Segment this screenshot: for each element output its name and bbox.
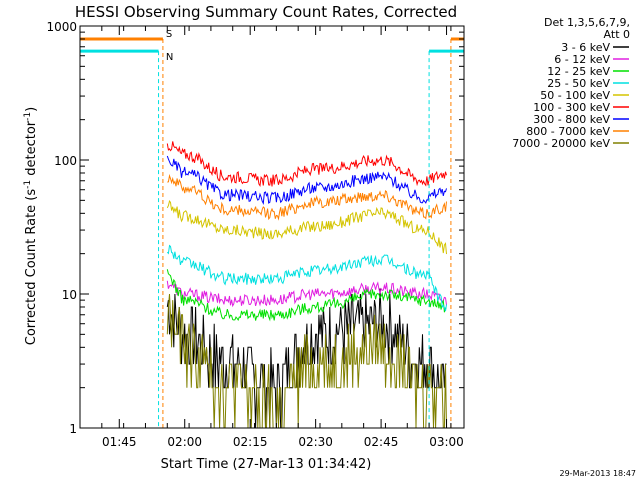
series-line bbox=[166, 288, 447, 429]
legend-label: 300 - 800 keV bbox=[533, 113, 610, 126]
x-tick-label: 02:30 bbox=[298, 435, 333, 449]
x-tick-label: 01:45 bbox=[102, 435, 137, 449]
legend-label: 25 - 50 keV bbox=[547, 77, 610, 90]
flag-s-label: S bbox=[166, 29, 172, 40]
y-axis-label: Corrected Count Rate (s-1 detector-1) bbox=[23, 107, 39, 345]
plot-timestamp: 29-Mar-2013 18:47 bbox=[560, 469, 637, 478]
series-line bbox=[166, 280, 447, 308]
series-line bbox=[166, 269, 447, 322]
legend-label: 100 - 300 keV bbox=[533, 101, 610, 114]
y-tick-label: 1 bbox=[69, 422, 77, 436]
x-tick-label: 02:00 bbox=[167, 435, 202, 449]
y-tick-label: 10 bbox=[62, 288, 77, 302]
x-axis-label: Start Time (27-Mar-13 01:34:42) bbox=[161, 457, 372, 472]
legend-label: 12 - 25 keV bbox=[547, 65, 610, 78]
x-tick-label: 02:15 bbox=[233, 435, 268, 449]
legend-label: 6 - 12 keV bbox=[554, 53, 610, 66]
series-line bbox=[167, 173, 447, 221]
flag-n-label: N bbox=[166, 52, 173, 63]
legend-header-detectors: Det 1,3,5,6,7,9, bbox=[544, 16, 630, 29]
series-line bbox=[166, 141, 447, 187]
legend-header-attenuator: Att 0 bbox=[604, 28, 630, 41]
legend-label: 800 - 7000 keV bbox=[526, 125, 610, 138]
series-layer bbox=[166, 141, 447, 429]
plot-frame bbox=[79, 25, 465, 429]
axis-layer: 1 10 100 1000 01:45 02:00 02:15 02:30 02:45 03:00 bbox=[46, 20, 465, 449]
y-tick-label: 100 bbox=[54, 154, 77, 168]
flag-layer: SN bbox=[79, 29, 464, 428]
series-line bbox=[166, 244, 447, 312]
series-line bbox=[166, 200, 447, 255]
x-tick-label: 03:00 bbox=[429, 435, 464, 449]
legend-label: 7000 - 20000 keV bbox=[512, 137, 610, 150]
x-tick-label: 02:45 bbox=[364, 435, 399, 449]
series-line bbox=[166, 293, 447, 429]
y-tick-label: 1000 bbox=[46, 20, 77, 34]
series-line bbox=[166, 155, 447, 206]
legend-label: 3 - 6 keV bbox=[561, 41, 610, 54]
legend-label: 50 - 100 keV bbox=[540, 89, 610, 102]
chart-title: HESSI Observing Summary Count Rates, Cor… bbox=[75, 3, 457, 21]
